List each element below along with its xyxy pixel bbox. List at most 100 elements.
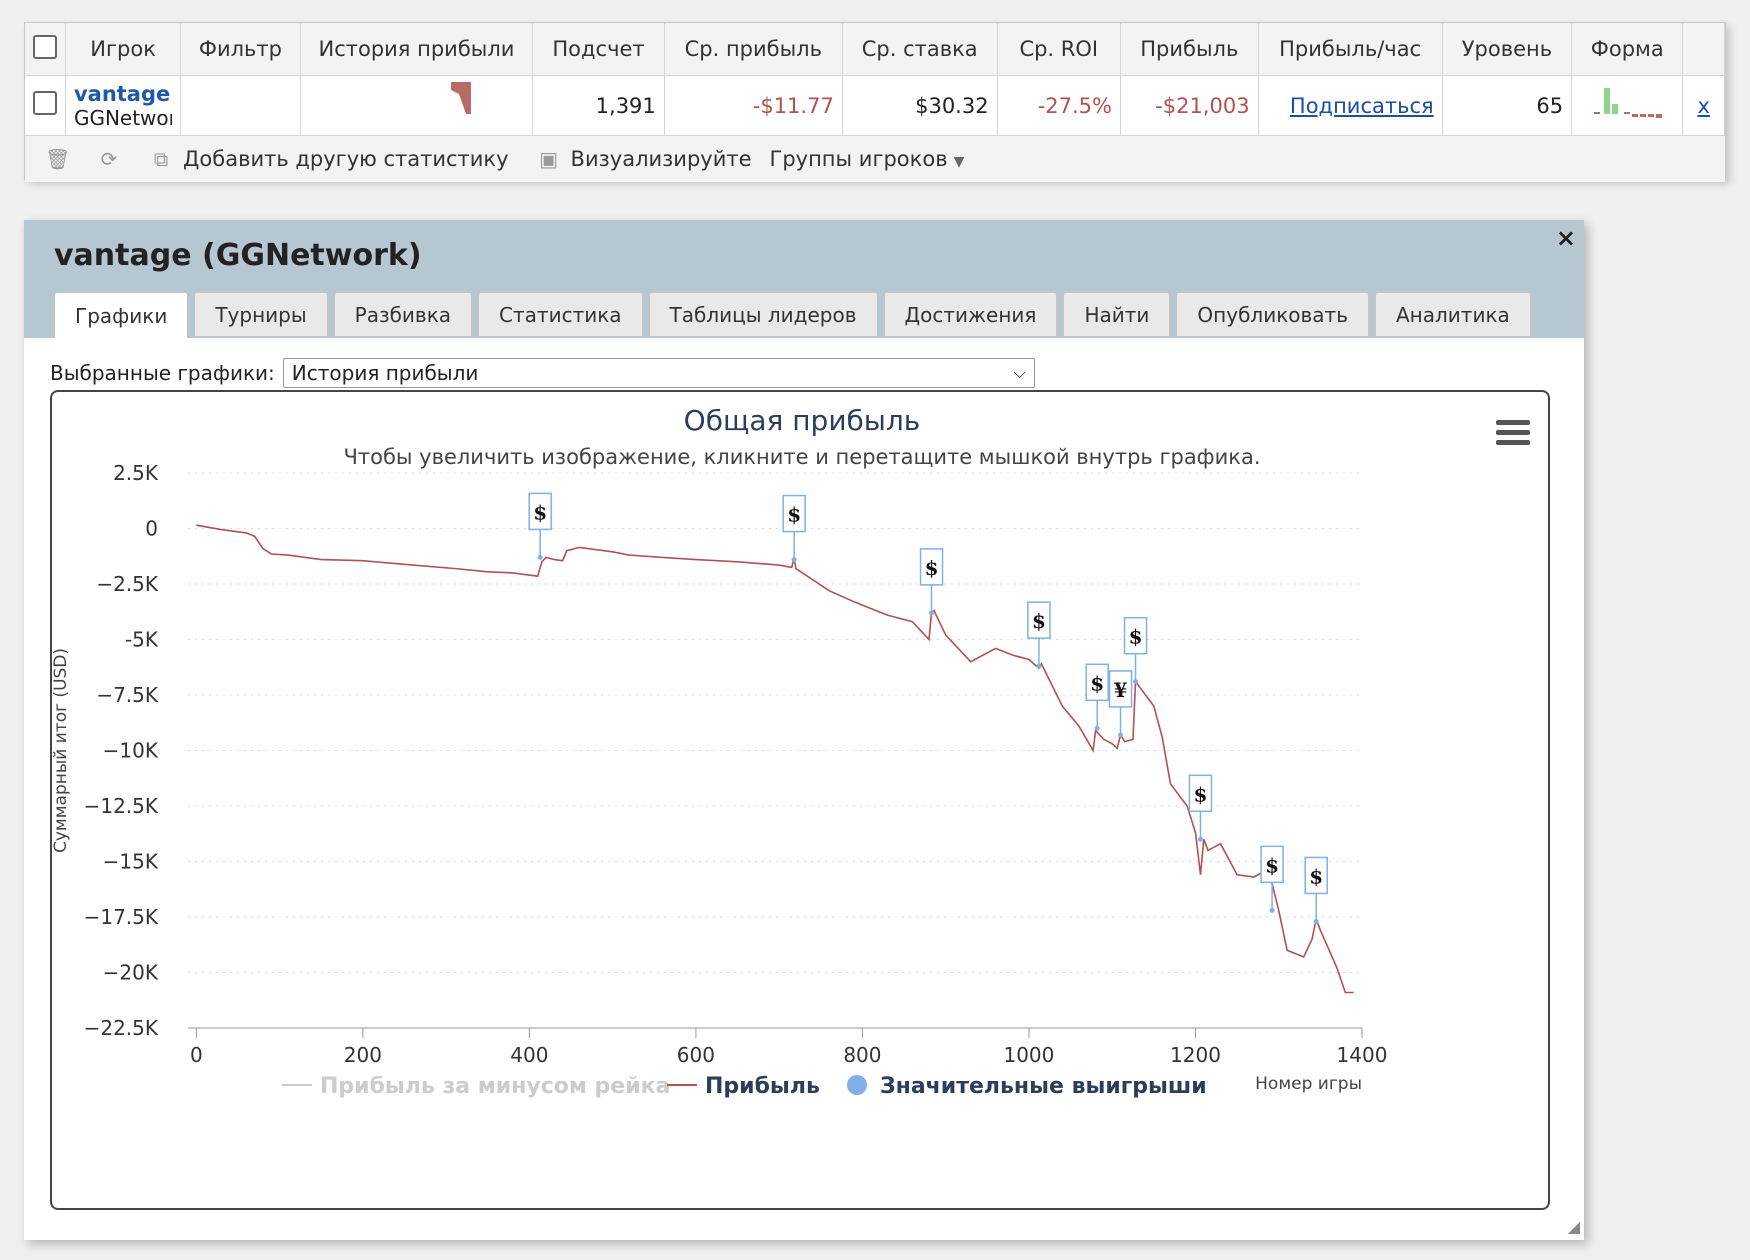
chevron-down-icon: ▼: [953, 154, 965, 170]
row-select[interactable]: [25, 75, 66, 136]
big-win-symbol: $: [1265, 853, 1279, 877]
remove-row-cell: x: [1682, 75, 1725, 136]
player-cell: vantage GGNetwork: [65, 75, 182, 136]
player-dialog: vantage (GGNetwork) × Графики Турниры Разб…: [24, 220, 1584, 1240]
chart-title: Общая прибыль: [684, 404, 921, 437]
select-all-checkbox[interactable]: [32, 34, 57, 59]
level-cell: 65: [1442, 75, 1573, 136]
tab-item[interactable]: Разбивка: [333, 292, 473, 336]
x-tick-label: 400: [510, 1043, 548, 1067]
y-tick-label: −2.5K: [96, 572, 159, 596]
column-header[interactable]: Прибыль: [1120, 23, 1259, 76]
chart-container[interactable]: Общая прибыль Чтобы увеличить изображение…: [50, 390, 1550, 1210]
y-tick-label: -5K: [125, 628, 159, 652]
row-checkbox[interactable]: [32, 91, 57, 115]
trash-icon[interactable]: 🗑: [45, 147, 71, 171]
big-win-symbol: $: [1090, 671, 1104, 695]
player-groups-dropdown[interactable]: Группы игроков ▼: [770, 147, 965, 171]
copy-icon[interactable]: ⧉: [153, 147, 169, 171]
big-win-flag: [1188, 774, 1213, 813]
big-win-point: [791, 557, 797, 563]
x-axis-label: Номер игры: [1255, 1074, 1362, 1094]
table-row: vantage GGNetwork 1,391 -$11.77 $30.32 -…: [25, 75, 1725, 136]
chart-select-label: Выбранные графики:: [50, 361, 275, 385]
chart-select[interactable]: История прибыли ⌵: [282, 358, 1035, 388]
y-tick-label: 2.5K: [113, 461, 159, 485]
big-win-point: [537, 554, 543, 560]
big-win-point: [1269, 907, 1275, 913]
chart-select-value: История прибыли: [291, 361, 479, 385]
big-win-flag: [1304, 856, 1328, 895]
y-tick-label: −20K: [103, 961, 159, 985]
profit-per-hour-cell: Подписаться: [1258, 75, 1443, 136]
dialog-title: vantage (GGNetwork): [54, 238, 422, 273]
avg-profit-cell: -$11.77: [664, 75, 843, 136]
column-header[interactable]: Игрок: [65, 23, 182, 76]
tab-item[interactable]: Достижения: [883, 292, 1058, 336]
hamburger-menu-icon[interactable]: [1496, 420, 1530, 450]
avg-stake-cell: $30.32: [842, 75, 998, 136]
form-chart: [1594, 88, 1663, 118]
form-cell: [1571, 75, 1684, 136]
legend-item: Значительные выигрыши: [880, 1074, 1207, 1099]
y-tick-label: −10K: [103, 739, 159, 763]
resize-grip-icon[interactable]: ◢: [1567, 1217, 1580, 1236]
x-tick-label: 600: [677, 1043, 715, 1067]
column-header[interactable]: Подсчет: [532, 23, 665, 76]
remove-row-link[interactable]: x: [1697, 93, 1710, 118]
refresh-icon[interactable]: ⟳: [100, 147, 118, 171]
filter-cell[interactable]: [180, 75, 301, 136]
tab-item[interactable]: Турниры: [194, 292, 328, 336]
big-win-flag: [1108, 670, 1133, 708]
chevron-down-icon: ⌵: [1013, 363, 1026, 382]
x-tick-label: 1200: [1170, 1043, 1221, 1067]
tab-item[interactable]: Опубликовать: [1176, 292, 1369, 336]
player-groups-label: Группы игроков: [769, 147, 948, 171]
image-icon: ▣: [539, 147, 558, 171]
tab-item[interactable]: Статистика: [478, 292, 643, 336]
column-header[interactable]: Ср. прибыль: [664, 23, 843, 76]
x-tick-label: 1000: [1003, 1043, 1054, 1067]
big-win-point: [1094, 725, 1100, 731]
visualize-button[interactable]: Визуализируйте: [570, 147, 752, 171]
column-header[interactable]: Прибыль/час: [1258, 23, 1443, 76]
big-win-symbol: $: [1309, 864, 1323, 888]
stats-toolbar: 🗑 ⟳ ⧉ Добавить другую статистику ▣ Визуа…: [25, 136, 1725, 182]
profit-chart[interactable]: Общая прибыль Чтобы увеличить изображение…: [52, 392, 1552, 1212]
column-header[interactable]: Фильтр: [180, 23, 301, 76]
player-network: GGNetwork: [73, 105, 172, 130]
profit-cell: -$21,003: [1120, 75, 1259, 136]
tab-item[interactable]: Таблицы лидеров: [648, 292, 878, 336]
add-stats-button[interactable]: Добавить другую статистику: [183, 147, 509, 171]
big-win-symbol: $: [925, 556, 939, 580]
column-header[interactable]: Ср. ROI: [997, 23, 1121, 76]
subscribe-link[interactable]: Подписаться: [1289, 93, 1434, 118]
column-header: [1682, 23, 1725, 76]
select-all-header[interactable]: [25, 23, 66, 76]
column-header[interactable]: Форма: [1571, 23, 1684, 76]
close-icon[interactable]: ×: [1555, 224, 1576, 252]
legend-item: Прибыль за минусом рейка: [320, 1074, 670, 1099]
big-win-symbol: $: [787, 503, 801, 527]
y-tick-label: −15K: [103, 850, 159, 874]
column-header[interactable]: Уровень: [1442, 23, 1573, 76]
big-win-flag: [1027, 601, 1051, 639]
big-win-flag: [1123, 616, 1148, 655]
tab-bar: Графики Турниры Разбивка Статистика Таблицы …: [54, 292, 1537, 338]
y-tick-label: −17.5K: [84, 905, 159, 929]
column-header[interactable]: Ср. ставка: [842, 23, 998, 76]
chart-subtitle: Чтобы увеличить изображение, кликните и …: [343, 445, 1260, 469]
profit-history-sparkline: [300, 75, 534, 136]
player-link[interactable]: vantage: [73, 81, 171, 106]
tab-item[interactable]: Найти: [1063, 292, 1171, 336]
column-header[interactable]: История прибыли: [300, 23, 534, 76]
y-tick-label: 0: [145, 517, 158, 541]
dialog-header: vantage (GGNetwork) × Графики Турниры Разб…: [24, 220, 1584, 338]
stats-header-row: Игрок Фильтр История прибыли Подсчет Ср.…: [25, 23, 1725, 76]
big-win-symbol: ¥: [1114, 678, 1128, 702]
sparkline-chart: [340, 82, 471, 114]
profit-series-line: [196, 524, 1354, 994]
tab-item[interactable]: Аналитика: [1375, 292, 1531, 336]
tab-item[interactable]: Графики: [54, 292, 189, 338]
y-tick-label: −7.5K: [96, 683, 159, 707]
